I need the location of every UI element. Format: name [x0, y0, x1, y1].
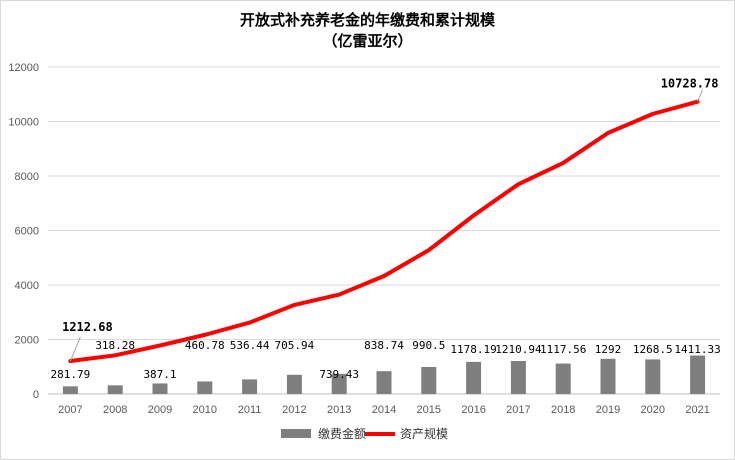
x-tick-label: 2014 — [372, 404, 396, 416]
y-tick-label: 0 — [33, 389, 39, 401]
bar — [510, 361, 526, 394]
bar — [645, 359, 661, 394]
bar-data-label: 1411.33 — [674, 343, 720, 356]
bar-data-label: 281.79 — [51, 368, 91, 381]
bar-data-label: 705.94 — [275, 339, 315, 352]
bar — [421, 367, 437, 394]
leader-line — [69, 336, 81, 362]
bar — [107, 385, 123, 394]
bar-data-label: 838.74 — [364, 339, 404, 352]
x-tick-label: 2008 — [103, 404, 127, 416]
bar — [62, 386, 78, 394]
bar-data-label: 739.43 — [319, 368, 359, 381]
x-tick-label: 2017 — [506, 404, 530, 416]
x-tick-label: 2010 — [193, 404, 217, 416]
bar — [286, 374, 302, 394]
bar-data-label: 1117.56 — [540, 343, 586, 356]
y-tick-label: 12000 — [8, 62, 39, 74]
y-tick-label: 10000 — [8, 117, 39, 129]
bar — [600, 358, 616, 394]
bar-data-label: 1292 — [595, 343, 622, 356]
y-tick-label: 4000 — [15, 280, 39, 292]
bar-data-label: 387.1 — [143, 368, 176, 381]
bar-data-label: 1210.94 — [495, 343, 542, 356]
line-series-asset-scale — [68, 99, 700, 363]
chart-title: 开放式补充养老金的年缴费和累计规模 — [239, 11, 495, 29]
bar — [331, 373, 347, 394]
x-tick-label: 2011 — [238, 404, 262, 416]
bar-data-label: 1178.19 — [450, 343, 496, 356]
bar — [197, 381, 213, 394]
x-tick-label: 2020 — [641, 404, 665, 416]
bar — [690, 355, 706, 394]
x-tick-label: 2012 — [282, 404, 306, 416]
x-tick-label: 2007 — [58, 404, 82, 416]
bar-data-label: 1268.5 — [633, 343, 673, 356]
bar-data-label: 460.78 — [185, 339, 225, 352]
x-tick-label: 2015 — [417, 404, 441, 416]
bar — [555, 363, 571, 394]
x-tick-label: 2009 — [148, 404, 172, 416]
y-tick-label: 6000 — [15, 226, 39, 238]
bar-data-label: 990.5 — [412, 339, 445, 352]
legend-swatch-bar — [281, 429, 311, 438]
bar — [152, 383, 168, 394]
bar-data-label: 318.28 — [95, 339, 135, 352]
y-tick-label: 2000 — [15, 335, 39, 347]
bar — [466, 361, 482, 394]
line-data-label: 1212.68 — [62, 320, 113, 334]
bar — [242, 379, 258, 394]
x-tick-label: 2019 — [596, 404, 620, 416]
legend-label: 资产规模 — [400, 426, 448, 441]
line-data-label: 10728.78 — [661, 77, 719, 91]
x-tick-label: 2016 — [461, 404, 485, 416]
chart-subtitle: （亿雷亚尔） — [322, 32, 413, 50]
x-tick-label: 2018 — [551, 404, 575, 416]
legend-label: 缴费金额 — [318, 426, 366, 441]
y-tick-label: 8000 — [15, 171, 39, 183]
x-tick-label: 2021 — [685, 404, 709, 416]
x-tick-label: 2013 — [327, 404, 351, 416]
bar-data-label: 536.44 — [230, 339, 270, 352]
leader-line — [697, 89, 704, 102]
bar — [376, 371, 392, 394]
